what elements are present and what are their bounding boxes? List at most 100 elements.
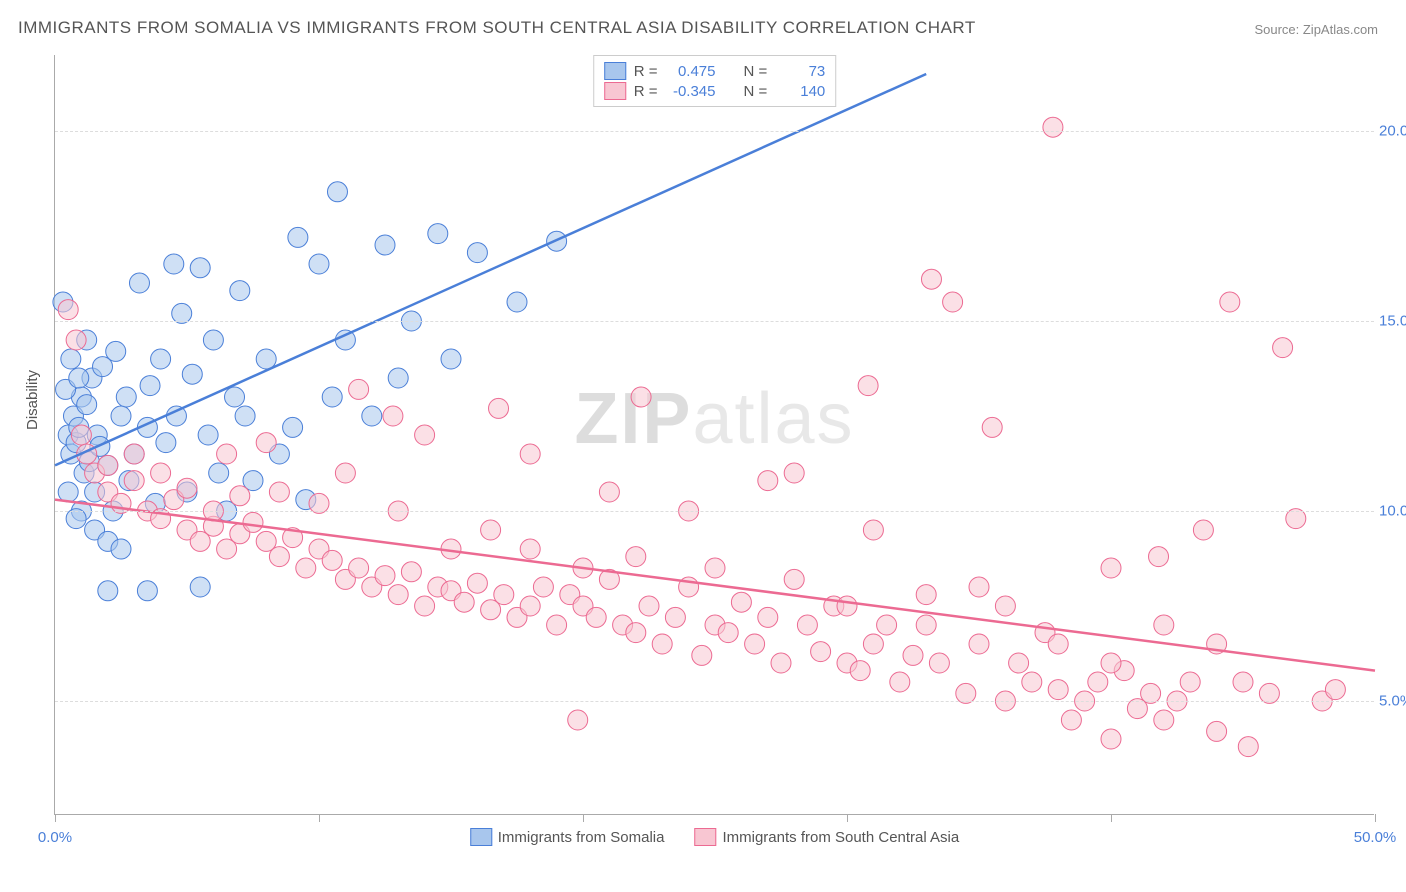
scatter-point <box>164 254 184 274</box>
scatter-point <box>771 653 791 673</box>
bottom-legend-item: Immigrants from South Central Asia <box>694 828 959 846</box>
scatter-point <box>203 330 223 350</box>
scatter-point <box>890 672 910 692</box>
scatter-point <box>1009 653 1029 673</box>
scatter-point <box>156 433 176 453</box>
bottom-legend-label: Immigrants from South Central Asia <box>722 829 959 846</box>
legend-n-value: 140 <box>775 83 825 100</box>
scatter-point <box>877 615 897 635</box>
scatter-point <box>182 364 202 384</box>
trend-line <box>55 500 1375 671</box>
scatter-point <box>758 471 778 491</box>
scatter-point <box>124 471 144 491</box>
scatter-point <box>507 292 527 312</box>
gridline <box>55 131 1374 132</box>
x-tick <box>847 814 848 822</box>
scatter-point <box>520 539 540 559</box>
scatter-point <box>494 585 514 605</box>
y-axis-label: Disability <box>24 370 41 430</box>
scatter-point <box>811 642 831 662</box>
scatter-point <box>982 417 1002 437</box>
x-tick <box>583 814 584 822</box>
scatter-point <box>652 634 672 654</box>
scatter-point <box>190 258 210 278</box>
scatter-point <box>481 520 501 540</box>
scatter-point <box>415 425 435 445</box>
scatter-point <box>1061 710 1081 730</box>
scatter-point <box>1101 653 1121 673</box>
scatter-point <box>705 558 725 578</box>
scatter-point <box>190 577 210 597</box>
scatter-point <box>626 623 646 643</box>
scatter-point <box>995 596 1015 616</box>
scatter-point <box>349 379 369 399</box>
scatter-point <box>718 623 738 643</box>
scatter-point <box>151 463 171 483</box>
scatter-point <box>943 292 963 312</box>
scatter-point <box>1022 672 1042 692</box>
bottom-legend-label: Immigrants from Somalia <box>498 829 665 846</box>
correlation-legend: R = 0.475 N = 73 R = -0.345 N = 140 <box>593 55 837 107</box>
scatter-point <box>61 349 81 369</box>
scatter-point <box>116 387 136 407</box>
scatter-point <box>916 615 936 635</box>
scatter-point <box>225 387 245 407</box>
scatter-point <box>98 455 118 475</box>
scatter-point <box>388 368 408 388</box>
scatter-point <box>137 581 157 601</box>
legend-n-label: N = <box>744 83 768 100</box>
scatter-point <box>916 585 936 605</box>
scatter-point <box>863 520 883 540</box>
scatter-point <box>454 592 474 612</box>
scatter-point <box>784 569 804 589</box>
source-label: Source: ZipAtlas.com <box>1254 22 1378 37</box>
scatter-point <box>631 387 651 407</box>
scatter-point <box>969 577 989 597</box>
scatter-point <box>626 547 646 567</box>
scatter-point <box>784 463 804 483</box>
plot-area: ZIPatlas R = 0.475 N = 73 R = -0.345 N =… <box>54 55 1374 815</box>
scatter-point <box>1048 634 1068 654</box>
scatter-point <box>863 634 883 654</box>
scatter-point <box>489 398 509 418</box>
scatter-point <box>66 330 86 350</box>
scatter-point <box>209 463 229 483</box>
scatter-point <box>388 585 408 605</box>
legend-swatch <box>470 828 492 846</box>
bottom-legend-item: Immigrants from Somalia <box>470 828 665 846</box>
scatter-point <box>111 539 131 559</box>
legend-swatch <box>604 82 626 100</box>
scatter-point <box>230 486 250 506</box>
scatter-point <box>639 596 659 616</box>
legend-r-value: 0.475 <box>666 63 716 80</box>
scatter-point <box>903 645 923 665</box>
scatter-point <box>322 550 342 570</box>
scatter-point <box>520 444 540 464</box>
scatter-point <box>362 406 382 426</box>
scatter-point <box>327 182 347 202</box>
scatter-point <box>288 227 308 247</box>
scatter-point <box>375 566 395 586</box>
scatter-point <box>1149 547 1169 567</box>
scatter-point <box>230 281 250 301</box>
scatter-point <box>1238 737 1258 757</box>
x-tick-label: 0.0% <box>38 829 72 846</box>
scatter-point <box>69 368 89 388</box>
scatter-point <box>1043 117 1063 137</box>
scatter-point <box>58 482 78 502</box>
scatter-point <box>124 444 144 464</box>
scatter-point <box>520 596 540 616</box>
scatter-point <box>58 300 78 320</box>
scatter-point <box>428 224 448 244</box>
scatter-point <box>140 376 160 396</box>
x-tick <box>1375 814 1376 822</box>
scatter-point <box>467 573 487 593</box>
x-tick-label: 50.0% <box>1354 829 1397 846</box>
gridline <box>55 511 1374 512</box>
legend-swatch <box>694 828 716 846</box>
scatter-point <box>1193 520 1213 540</box>
scatter-point <box>1088 672 1108 692</box>
scatter-point <box>335 463 355 483</box>
scatter-point <box>1101 729 1121 749</box>
scatter-point <box>415 596 435 616</box>
